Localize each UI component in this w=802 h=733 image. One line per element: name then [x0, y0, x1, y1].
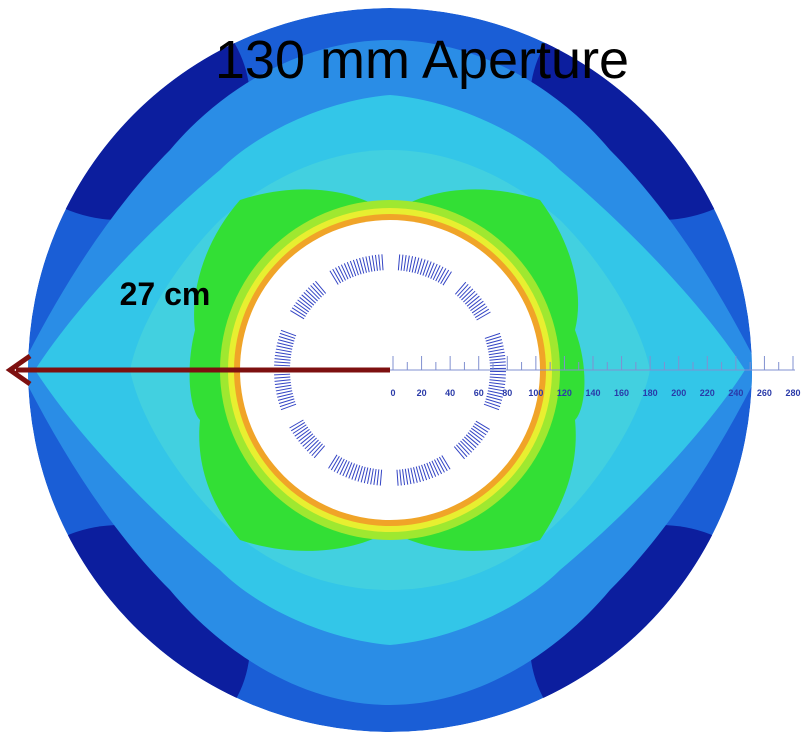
- field-map: 020406080100120140160180200220240260280 …: [0, 0, 802, 733]
- scale-label: 260: [757, 388, 772, 398]
- scale-label: 60: [474, 388, 484, 398]
- contour-map: [0, 0, 790, 733]
- coil-turn: [490, 374, 506, 375]
- scale-label: 80: [502, 388, 512, 398]
- scale-label: 220: [700, 388, 715, 398]
- scale-label: 200: [671, 388, 686, 398]
- coil-turn: [274, 374, 290, 375]
- scale-label: 280: [785, 388, 800, 398]
- scale-label: 160: [614, 388, 629, 398]
- scale-label: 20: [417, 388, 427, 398]
- scale-label: 100: [528, 388, 543, 398]
- title: 130 mm Aperture: [215, 30, 629, 90]
- scale-label: 0: [390, 388, 395, 398]
- scale-label: 180: [643, 388, 658, 398]
- scale-label: 40: [445, 388, 455, 398]
- coil-turn: [490, 365, 506, 366]
- scale-label: 140: [585, 388, 600, 398]
- radius-label: 27 cm: [120, 276, 211, 312]
- scale-label: 120: [557, 388, 572, 398]
- coil-turn: [274, 365, 290, 366]
- scale-label: 240: [728, 388, 743, 398]
